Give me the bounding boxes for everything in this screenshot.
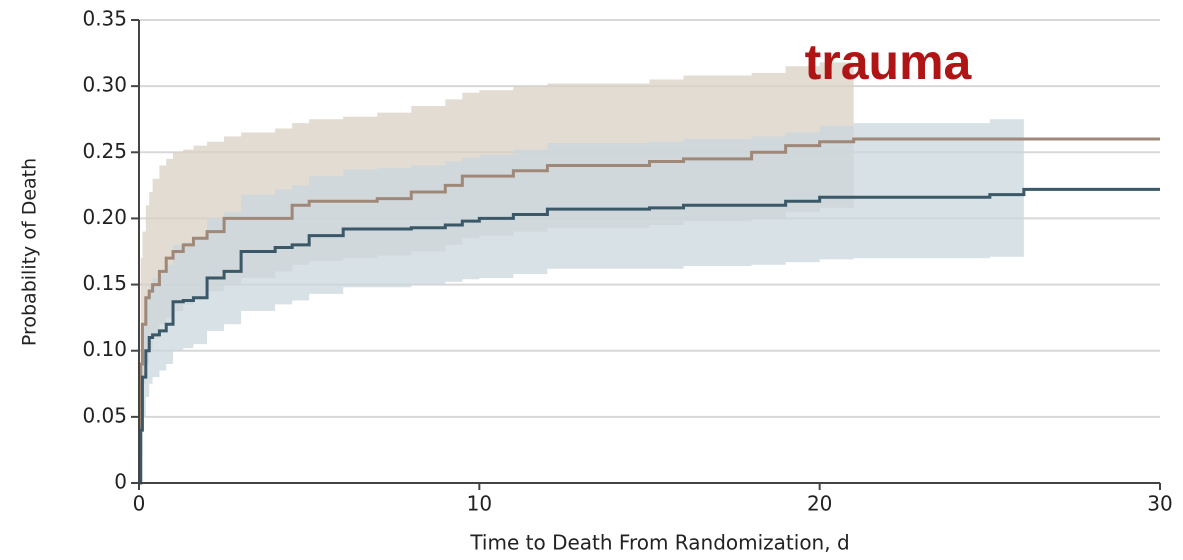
x-tick-label: 20 [807,492,832,516]
survival-line [139,137,1160,485]
y-tick-label: 0.35 [82,7,127,31]
y-tick-label: 0.25 [82,139,127,163]
y-tick-label: 0.30 [82,73,127,97]
y-tick-label: 0.15 [82,271,127,295]
x-tick-label: 30 [1147,492,1172,516]
y-axis-label: Probability of Death [19,158,41,346]
y-tick-label: 0 [114,470,127,494]
annotation: trauma [805,34,973,90]
x-axis-label: Time to Death From Randomization, d [469,531,849,555]
y-tick-label: 0.05 [82,403,127,427]
x-tick-label: 10 [467,492,492,516]
x-tick-label: 0 [133,492,146,516]
y-tick-label: 0.20 [82,205,127,229]
survival-line [139,187,1160,485]
y-tick-label: 0.10 [82,337,127,361]
